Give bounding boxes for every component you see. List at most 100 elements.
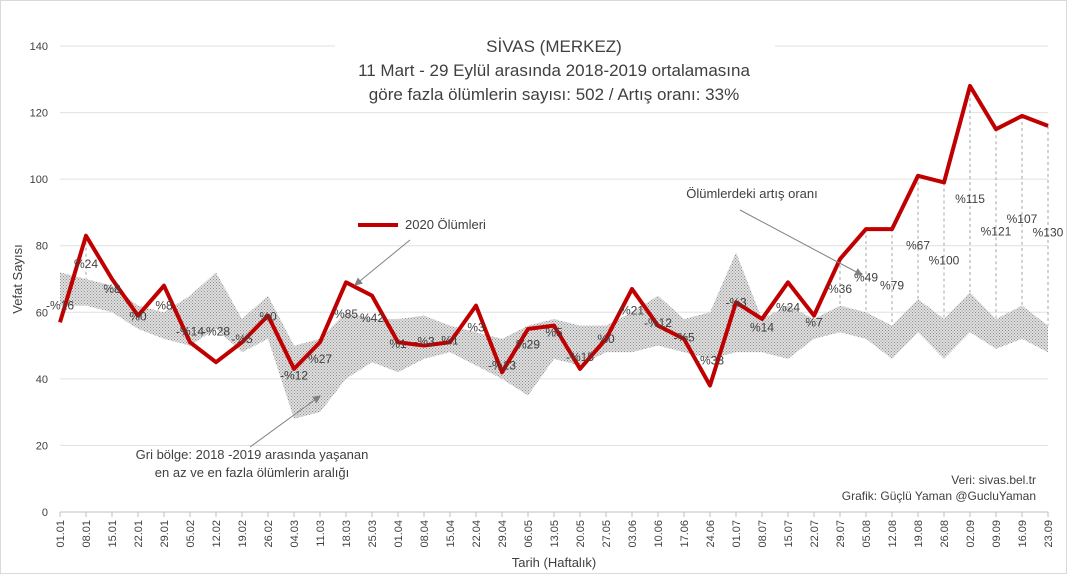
- increase-label: %67: [906, 239, 930, 253]
- increase-label: %36: [828, 282, 852, 296]
- increase-label: %1: [441, 334, 459, 348]
- increase-label: %24: [776, 300, 800, 314]
- range-band: [60, 252, 1048, 419]
- plot: -%16%24%8%0%8-%14-%28-%5%0-%12%27%85 %42%…: [46, 83, 1064, 419]
- x-tick-label: 27.05: [601, 520, 613, 548]
- increase-label: %8: [155, 299, 173, 313]
- increase-label: -%12: [644, 316, 672, 330]
- y-tick-label: 140: [30, 41, 48, 53]
- increase-label: %0: [129, 309, 147, 323]
- x-tick-label: 06.05: [523, 520, 535, 548]
- annotation-arrow: [249, 395, 321, 448]
- increase-label: -%33: [696, 354, 724, 368]
- increase-label: -%16: [46, 299, 74, 313]
- increase-label: %0: [597, 332, 615, 346]
- y-tick-label: 40: [36, 374, 48, 386]
- x-axis-label: Tarih (Haftalık): [512, 555, 597, 570]
- credit: Grafik: Güçlü Yaman @GucluYaman: [842, 489, 1036, 503]
- x-tick-label: 18.03: [341, 520, 353, 548]
- x-tick-label: 22.04: [471, 520, 483, 548]
- x-tick-label: 02.09: [965, 520, 977, 548]
- increase-label: -%15: [566, 350, 594, 364]
- increase-label: %14: [750, 320, 774, 334]
- increase-label: %130: [1033, 225, 1064, 239]
- annotation: en az ve en fazla ölümlerin aralığı: [155, 465, 349, 480]
- increase-label: %5: [545, 325, 563, 339]
- x-tick-label: 10.06: [653, 520, 665, 548]
- increase-label: -%3: [725, 295, 747, 309]
- increase-label: %3: [467, 320, 485, 334]
- x-tick-label: 20.05: [575, 520, 587, 548]
- y-tick-label: 20: [36, 440, 48, 452]
- y-tick-label: 60: [36, 307, 48, 319]
- increase-label: -%5: [673, 330, 695, 344]
- increase-label: %1: [389, 337, 407, 351]
- x-tick-label: 05.02: [185, 520, 197, 548]
- x-tick-label: 01.01: [55, 520, 67, 548]
- x-tick-label: 19.08: [913, 520, 925, 548]
- increase-label: %121: [981, 225, 1012, 239]
- x-tick-label: 26.08: [939, 520, 951, 548]
- x-tick-label: 08.01: [81, 520, 93, 548]
- x-tick-label: 05.08: [861, 520, 873, 548]
- x-tick-label: 11.03: [315, 520, 327, 547]
- increase-label: %0: [259, 309, 277, 323]
- x-tick-label: 29.04: [497, 520, 509, 548]
- y-tick-label: 80: [36, 241, 48, 253]
- x-tick-label: 12.08: [887, 520, 899, 548]
- x-tick-label: 19.02: [237, 520, 249, 548]
- y-tick-label: 0: [42, 507, 48, 519]
- increase-label: %85: [334, 307, 358, 321]
- title-line: SİVAS (MERKEZ): [486, 37, 622, 56]
- x-tick-label: 15.07: [783, 520, 795, 548]
- x-tick-label: 23.09: [1043, 520, 1055, 548]
- increase-label: %107: [1007, 212, 1038, 226]
- x-tick-label: 01.04: [393, 520, 405, 548]
- increase-label: -%12: [280, 369, 308, 383]
- increase-label: -%5: [231, 332, 253, 346]
- increase-label: %79: [880, 279, 904, 293]
- title-backdrop: [335, 36, 775, 108]
- x-tick-label: 26.02: [263, 520, 275, 548]
- x-tick-label: 25.03: [367, 520, 379, 548]
- increase-label: -%28: [202, 324, 230, 338]
- x-tick-label: 15.01: [107, 520, 119, 548]
- increase-label: %27: [308, 352, 332, 366]
- x-tick-label: 12.02: [211, 520, 223, 548]
- increase-label: %29: [516, 338, 540, 352]
- increase-label: -%13: [488, 359, 516, 373]
- x-tick-label: 15.04: [445, 520, 457, 548]
- y-axis-label: Vefat Sayısı: [10, 244, 25, 313]
- x-tick-label: 08.07: [757, 520, 769, 548]
- annotation: Gri bölge: 2018 -2019 arasında yaşanan: [136, 447, 369, 462]
- increase-label: -%14: [176, 324, 204, 338]
- annotation: Ölümlerdeki artış oranı: [686, 186, 818, 201]
- x-tick-label: 22.01: [133, 520, 145, 548]
- annotation-arrow: [739, 209, 863, 276]
- increase-label: %42: [360, 311, 384, 325]
- legend-label: 2020 Ölümleri: [405, 217, 486, 232]
- increase-label: -%3: [413, 334, 435, 348]
- grid: 0 20 40 60 80 100 120 140 01.01 08.01 15.01 22.01 29…: [30, 36, 1055, 548]
- series-line: [58, 83, 1049, 388]
- x-tick-label: 24.06: [705, 520, 717, 548]
- title-line: 11 Mart - 29 Eylül arasında 2018-2019 or…: [358, 61, 750, 80]
- x-tick-label: 29.01: [159, 520, 171, 548]
- source: Veri: sivas.bel.tr: [951, 473, 1036, 487]
- x-tick-label: 22.07: [809, 520, 821, 548]
- x-tick-label: 04.03: [289, 520, 301, 548]
- increase-label: %24: [74, 257, 98, 271]
- title-line: göre fazla ölümlerin sayısı: 502 / Artış…: [369, 85, 739, 104]
- y-tick-label: 100: [30, 174, 48, 186]
- increase-label: %115: [955, 192, 985, 206]
- x-tick-label: 17.06: [679, 520, 691, 548]
- x-tick-label: 09.09: [991, 520, 1003, 548]
- x-tick-label: 01.07: [731, 520, 743, 548]
- x-tick-label: 13.05: [549, 520, 561, 548]
- x-tick-label: 08.04: [419, 520, 431, 548]
- x-tick-label: 03.06: [627, 520, 639, 548]
- increase-label: %7: [805, 315, 823, 329]
- increase-label: %100: [929, 254, 960, 268]
- legend-arrow: [354, 239, 411, 286]
